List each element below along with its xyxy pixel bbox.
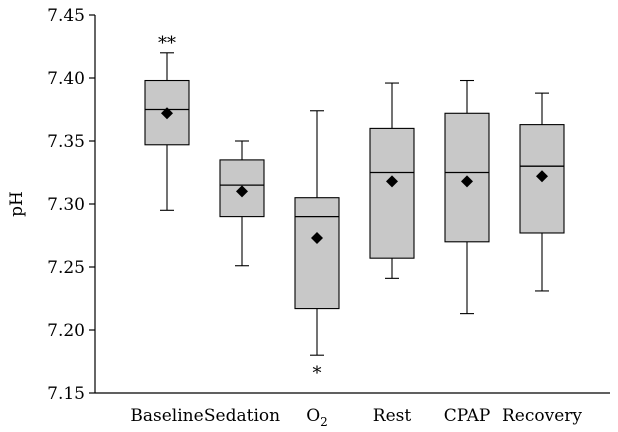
x-tick-label-cpap: CPAP [444, 406, 491, 426]
box-group-sedation [219, 140, 265, 267]
y-tick-label: 7.15 [47, 384, 85, 404]
y-tick-label: 7.40 [47, 69, 85, 89]
y-tick-label: 7.45 [47, 6, 85, 26]
box-group-recovery [519, 92, 565, 292]
x-tick-label-main: Sedation [204, 406, 280, 426]
labels: Baseline Sedation O2 Rest CPAP Recovery*** [130, 33, 582, 429]
box-group-rest [369, 82, 415, 279]
boxes [144, 52, 565, 356]
x-tick-label-main: Recovery [502, 406, 582, 426]
x-tick-label-baseline: Baseline [130, 406, 203, 426]
iqr-box [519, 124, 565, 234]
significance-annotation: * [313, 363, 322, 384]
mean-marker [386, 175, 398, 188]
iqr-box [144, 79, 190, 146]
axes: 7.15 7.20 7.25 7.30 7.35 7.40 7.45 pH [7, 6, 610, 404]
x-tick-label-main: O [306, 406, 320, 426]
x-tick-label-main: Baseline [130, 406, 203, 426]
box-group-cpap [444, 79, 490, 315]
x-tick-label-main: Rest [373, 406, 412, 426]
iqr-box [294, 197, 340, 310]
box-group-baseline [144, 52, 190, 211]
x-tick-label-sedation: Sedation [204, 406, 280, 426]
x-tick-label-o2: O2 [306, 406, 328, 429]
x-tick-label-recovery: Recovery [502, 406, 582, 426]
y-tick-label: 7.25 [47, 258, 85, 278]
mean-marker [311, 232, 323, 245]
y-tick-label: 7.30 [47, 195, 85, 215]
mean-marker [461, 175, 473, 188]
significance-annotation: ** [158, 33, 176, 54]
box-group-o2 [294, 110, 340, 356]
y-tick-label: 7.35 [47, 132, 85, 152]
x-tick-label-rest: Rest [373, 406, 412, 426]
x-tick-label-subscript: 2 [320, 415, 328, 429]
mean-marker [536, 170, 548, 183]
mean-marker [161, 107, 173, 120]
x-tick-label-main: CPAP [444, 406, 491, 426]
mean-marker [236, 185, 248, 198]
y-axis-label: pH [7, 191, 27, 217]
iqr-box [369, 127, 415, 259]
y-tick-label: 7.20 [47, 321, 85, 341]
